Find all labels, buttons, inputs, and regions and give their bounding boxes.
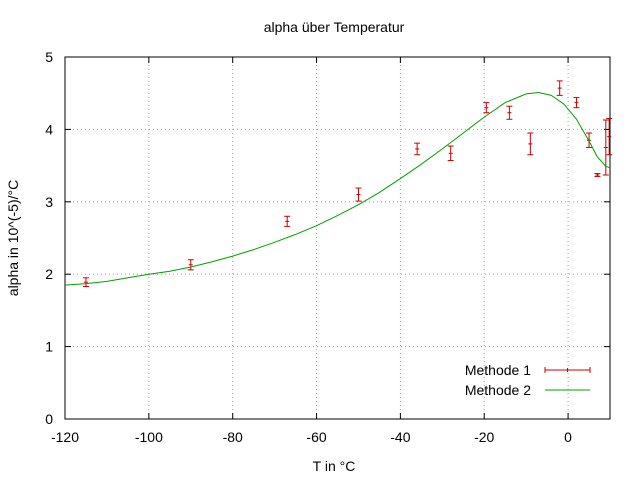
legend-item: Methode 1: [465, 362, 591, 378]
series-1: [82, 80, 613, 288]
data-point: [594, 173, 601, 177]
y-tick-label: 1: [45, 339, 53, 355]
data-point: [606, 118, 613, 156]
y-tick-label: 5: [45, 49, 53, 65]
legend-label: Methode 2: [465, 382, 531, 398]
x-tick-label: -120: [51, 429, 79, 445]
data-point: [527, 132, 534, 156]
series-line: [64, 91, 611, 286]
x-tick-label: -100: [135, 429, 163, 445]
y-tick-label: 0: [45, 411, 53, 427]
series-2: [64, 91, 611, 286]
data-point: [355, 187, 362, 202]
chart-title: alpha über Temperatur: [264, 19, 405, 35]
y-tick-label: 2: [45, 266, 53, 282]
legend: Methode 1 Methode 2: [465, 362, 591, 398]
series-layer: [64, 80, 613, 288]
y-tick-label: 4: [45, 121, 53, 137]
data-point: [556, 80, 563, 96]
y-axis-label: alpha in 10^(-5)/°C: [5, 180, 21, 296]
data-point: [573, 97, 580, 109]
x-tick-label: -80: [223, 429, 243, 445]
data-point: [187, 259, 194, 271]
data-point: [414, 142, 421, 156]
y-tick-label: 3: [45, 194, 53, 210]
y-ticks: 0 1 2 3 4 5: [45, 49, 610, 427]
data-point: [483, 102, 490, 114]
plot-frame: [64, 56, 611, 420]
legend-item: Methode 2: [465, 382, 590, 398]
legend-label: Methode 1: [465, 362, 531, 378]
data-point: [284, 215, 291, 227]
data-point: [82, 277, 89, 288]
data-point: [506, 105, 513, 120]
axes: [64, 56, 611, 420]
data-point: [447, 145, 454, 162]
x-axis-label: T in °C: [313, 458, 356, 474]
x-tick-label: -40: [390, 429, 410, 445]
x-ticks: -120 -100 -80 -60 -40 -20 0: [51, 57, 572, 445]
x-tick-label: 0: [564, 429, 572, 445]
x-tick-label: -20: [474, 429, 494, 445]
grid: [65, 57, 610, 419]
x-tick-label: -60: [306, 429, 326, 445]
